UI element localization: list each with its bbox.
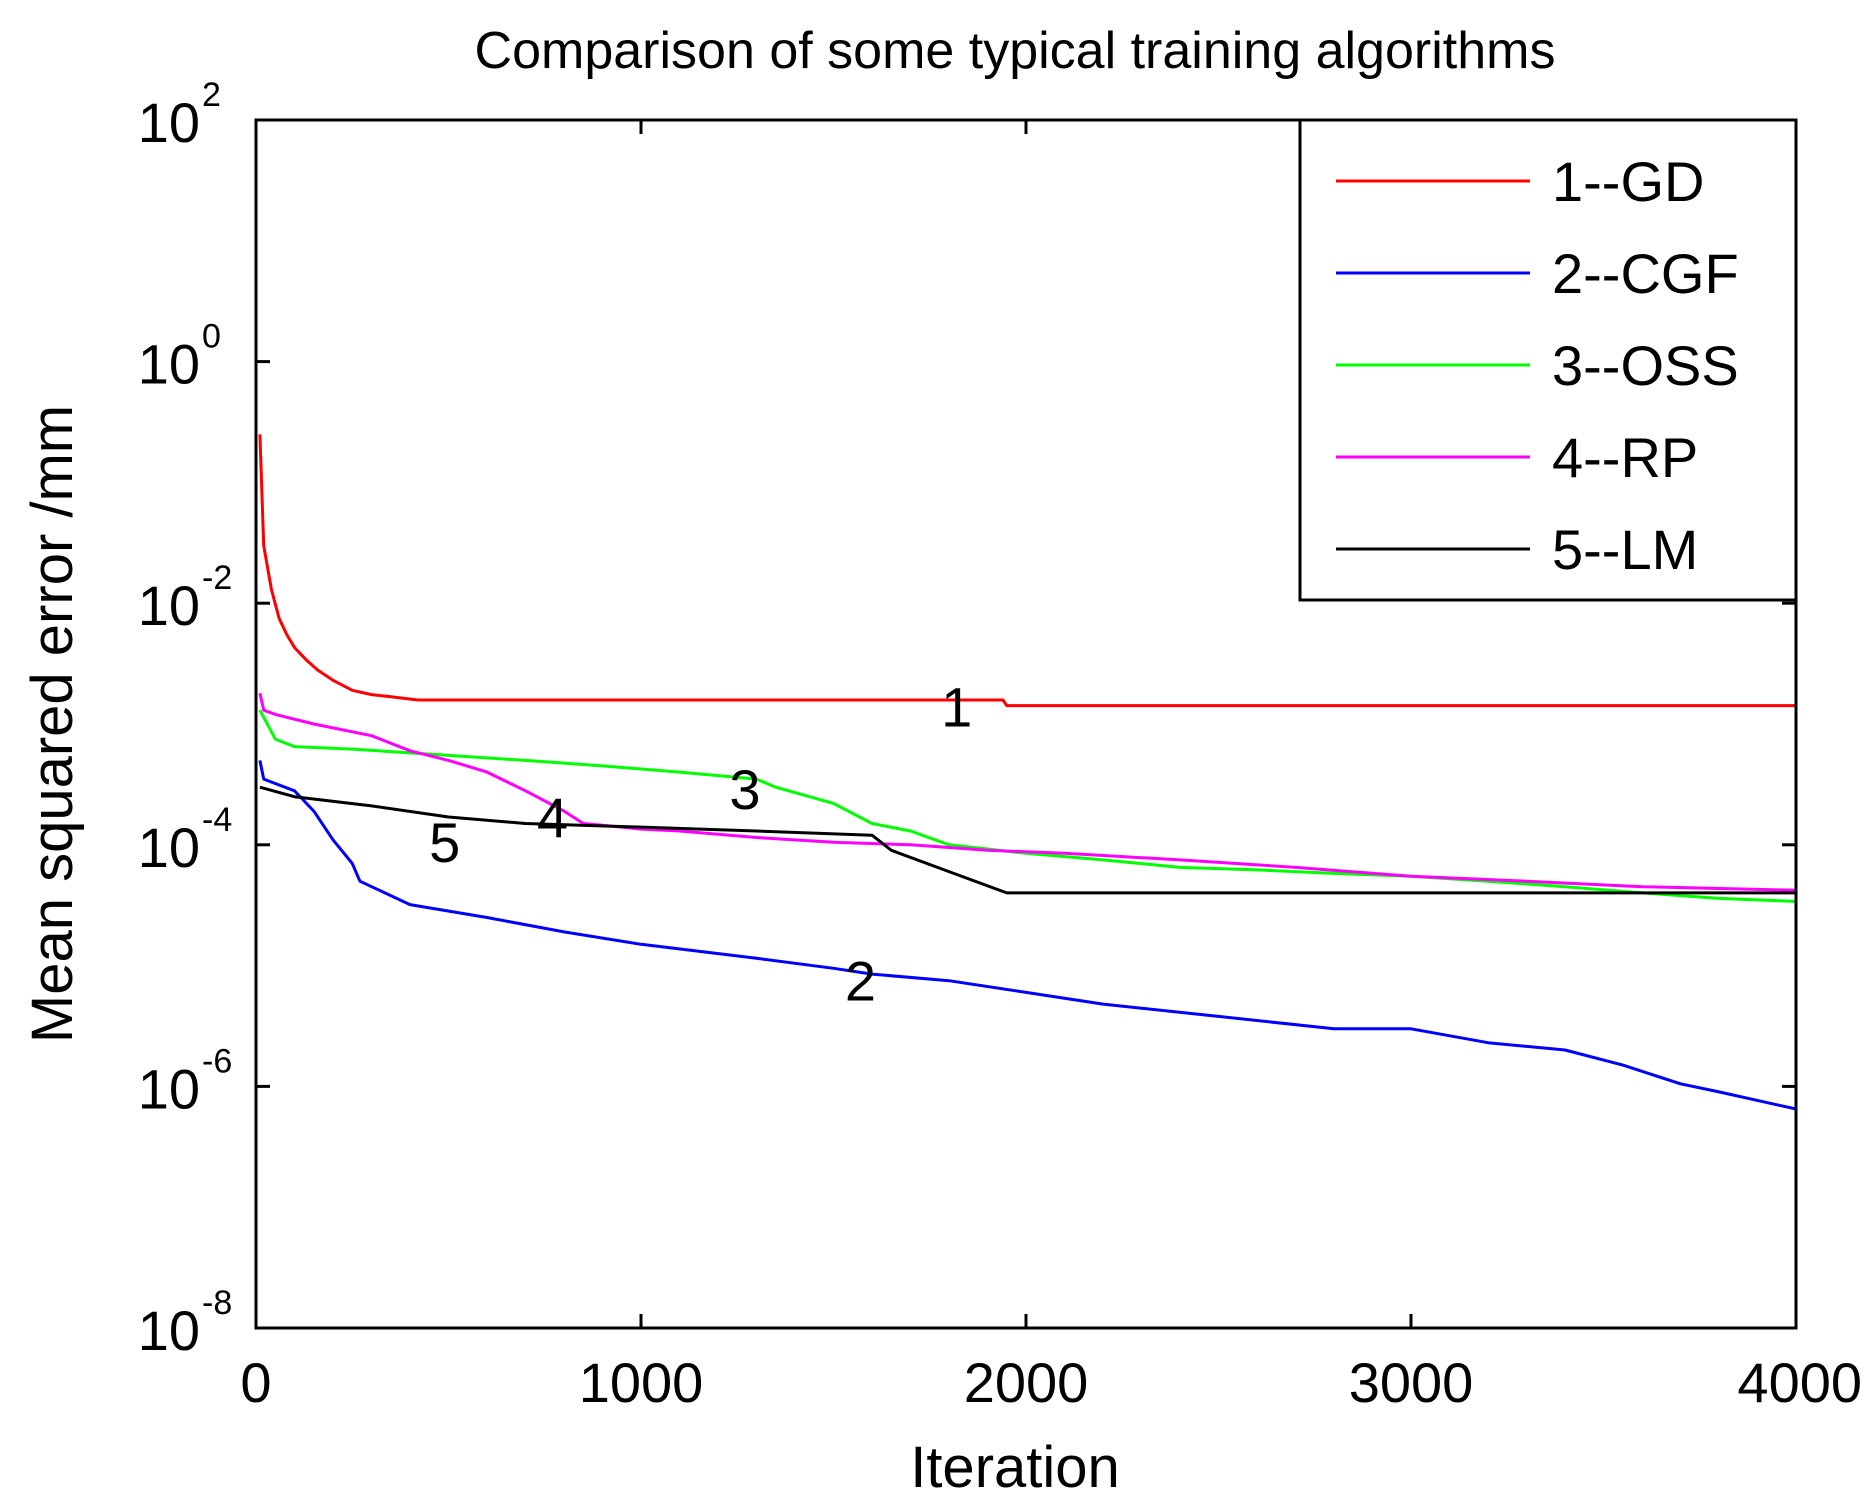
x-tick-label: 0 [240,1351,271,1414]
y-tick-label: 10 [138,333,200,396]
x-tick-label: 1000 [579,1351,704,1414]
x-tick-label: 3000 [1349,1351,1474,1414]
curve-label-4: 4 [537,786,568,849]
x-tick-label: 4000 [1737,1351,1862,1414]
x-tick-label: 2000 [964,1351,1089,1414]
series-line-5 [259,785,1796,895]
y-tick-exponent: 2 [202,76,221,114]
x-axis-ticks: 0 1000 2000 3000 4000 [240,120,1862,1414]
y-tick-exponent: 0 [202,318,221,356]
curve-label-5: 5 [429,811,460,874]
legend-label-3: 3--OSS [1552,334,1739,397]
y-tick-label: 10 [138,1057,200,1120]
legend-label-1: 1--GD [1552,150,1704,213]
y-tick-exponent: -6 [202,1042,232,1080]
series-line-3 [258,709,1797,903]
curve-annotations: 1 2 3 4 5 [429,675,972,1012]
x-axis-title: Iteration [910,1435,1120,1500]
curve-label-2: 2 [845,950,876,1013]
legend-label-5: 5--LM [1552,518,1698,581]
legend: 1--GD 2--CGF 3--OSS 4--RP 5--LM [1298,118,1798,602]
legend-label-4: 4--RP [1552,426,1698,489]
chart-title: Comparison of some typical training algo… [475,22,1556,80]
y-axis-title: Mean squared error /mm [20,405,85,1043]
y-tick-exponent: -8 [202,1284,232,1322]
legend-box [1298,118,1798,602]
series-line-1 [258,434,1796,708]
y-tick-label: 10 [138,1299,200,1362]
y-tick-label: 10 [138,816,200,879]
legend-label-2: 2--CGF [1552,242,1739,305]
series-line-4 [258,692,1797,892]
y-tick-label: 10 [138,574,200,637]
y-tick-exponent: -4 [202,801,232,839]
curve-label-1: 1 [941,675,972,738]
y-tick-exponent: -2 [202,559,232,597]
plot-lines [258,434,1797,1111]
series-line-2 [258,760,1797,1111]
curve-label-3: 3 [729,758,760,821]
y-tick-label: 10 [138,91,200,154]
